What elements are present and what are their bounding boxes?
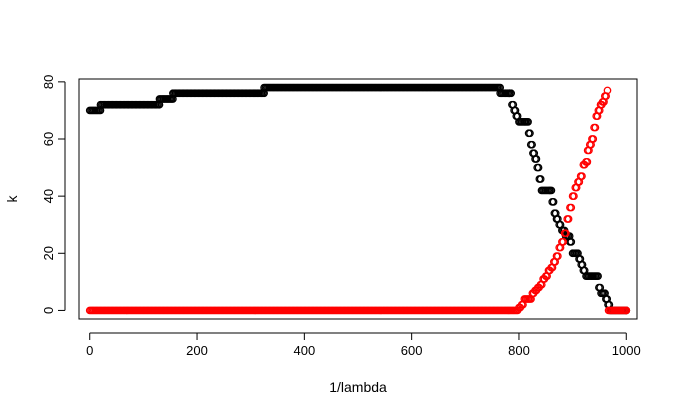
- data-point: [594, 272, 602, 280]
- data-point: [564, 215, 573, 223]
- x-tick-label: 1000: [612, 343, 641, 358]
- data-point: [528, 140, 536, 149]
- data-point: [524, 118, 532, 126]
- data-point: [534, 163, 543, 172]
- data-points: [85, 83, 631, 315]
- data-point: [567, 238, 576, 246]
- y-tick-label: 60: [41, 132, 56, 146]
- data-point: [603, 86, 612, 95]
- data-point: [591, 123, 600, 132]
- series-2: [85, 86, 631, 315]
- data-point: [589, 135, 598, 143]
- plot-frame: [78, 78, 638, 320]
- y-tick-label: 40: [41, 189, 56, 203]
- data-point: [559, 238, 568, 246]
- data-point: [507, 89, 516, 98]
- y-tick-label: 20: [41, 246, 56, 260]
- series-1: [85, 83, 631, 315]
- x-tick-label: 0: [86, 343, 93, 358]
- data-point: [536, 175, 545, 183]
- data-point: [526, 129, 534, 138]
- data-point: [567, 203, 576, 212]
- data-point: [570, 192, 578, 200]
- data-point: [562, 229, 570, 238]
- y-tick-label: 0: [41, 307, 56, 314]
- x-axis-title: 1/lambda: [329, 379, 387, 395]
- plot-box: [78, 78, 638, 320]
- data-point: [583, 158, 592, 166]
- x-tick-label: 200: [186, 343, 208, 358]
- data-point: [578, 172, 586, 180]
- y-axis-title: k: [4, 195, 20, 203]
- x-tick-label: 600: [401, 343, 423, 358]
- data-point: [532, 155, 541, 163]
- y-axis: 0 20 40 60 80: [41, 75, 66, 314]
- data-point: [554, 252, 562, 260]
- x-tick-label: 400: [293, 343, 315, 358]
- x-tick-label: 800: [508, 343, 530, 358]
- data-point: [547, 186, 556, 195]
- data-point: [622, 306, 631, 315]
- data-point: [549, 198, 558, 206]
- y-tick-label: 80: [41, 75, 56, 89]
- x-axis: 0 200 400 600 800 1000: [86, 332, 641, 358]
